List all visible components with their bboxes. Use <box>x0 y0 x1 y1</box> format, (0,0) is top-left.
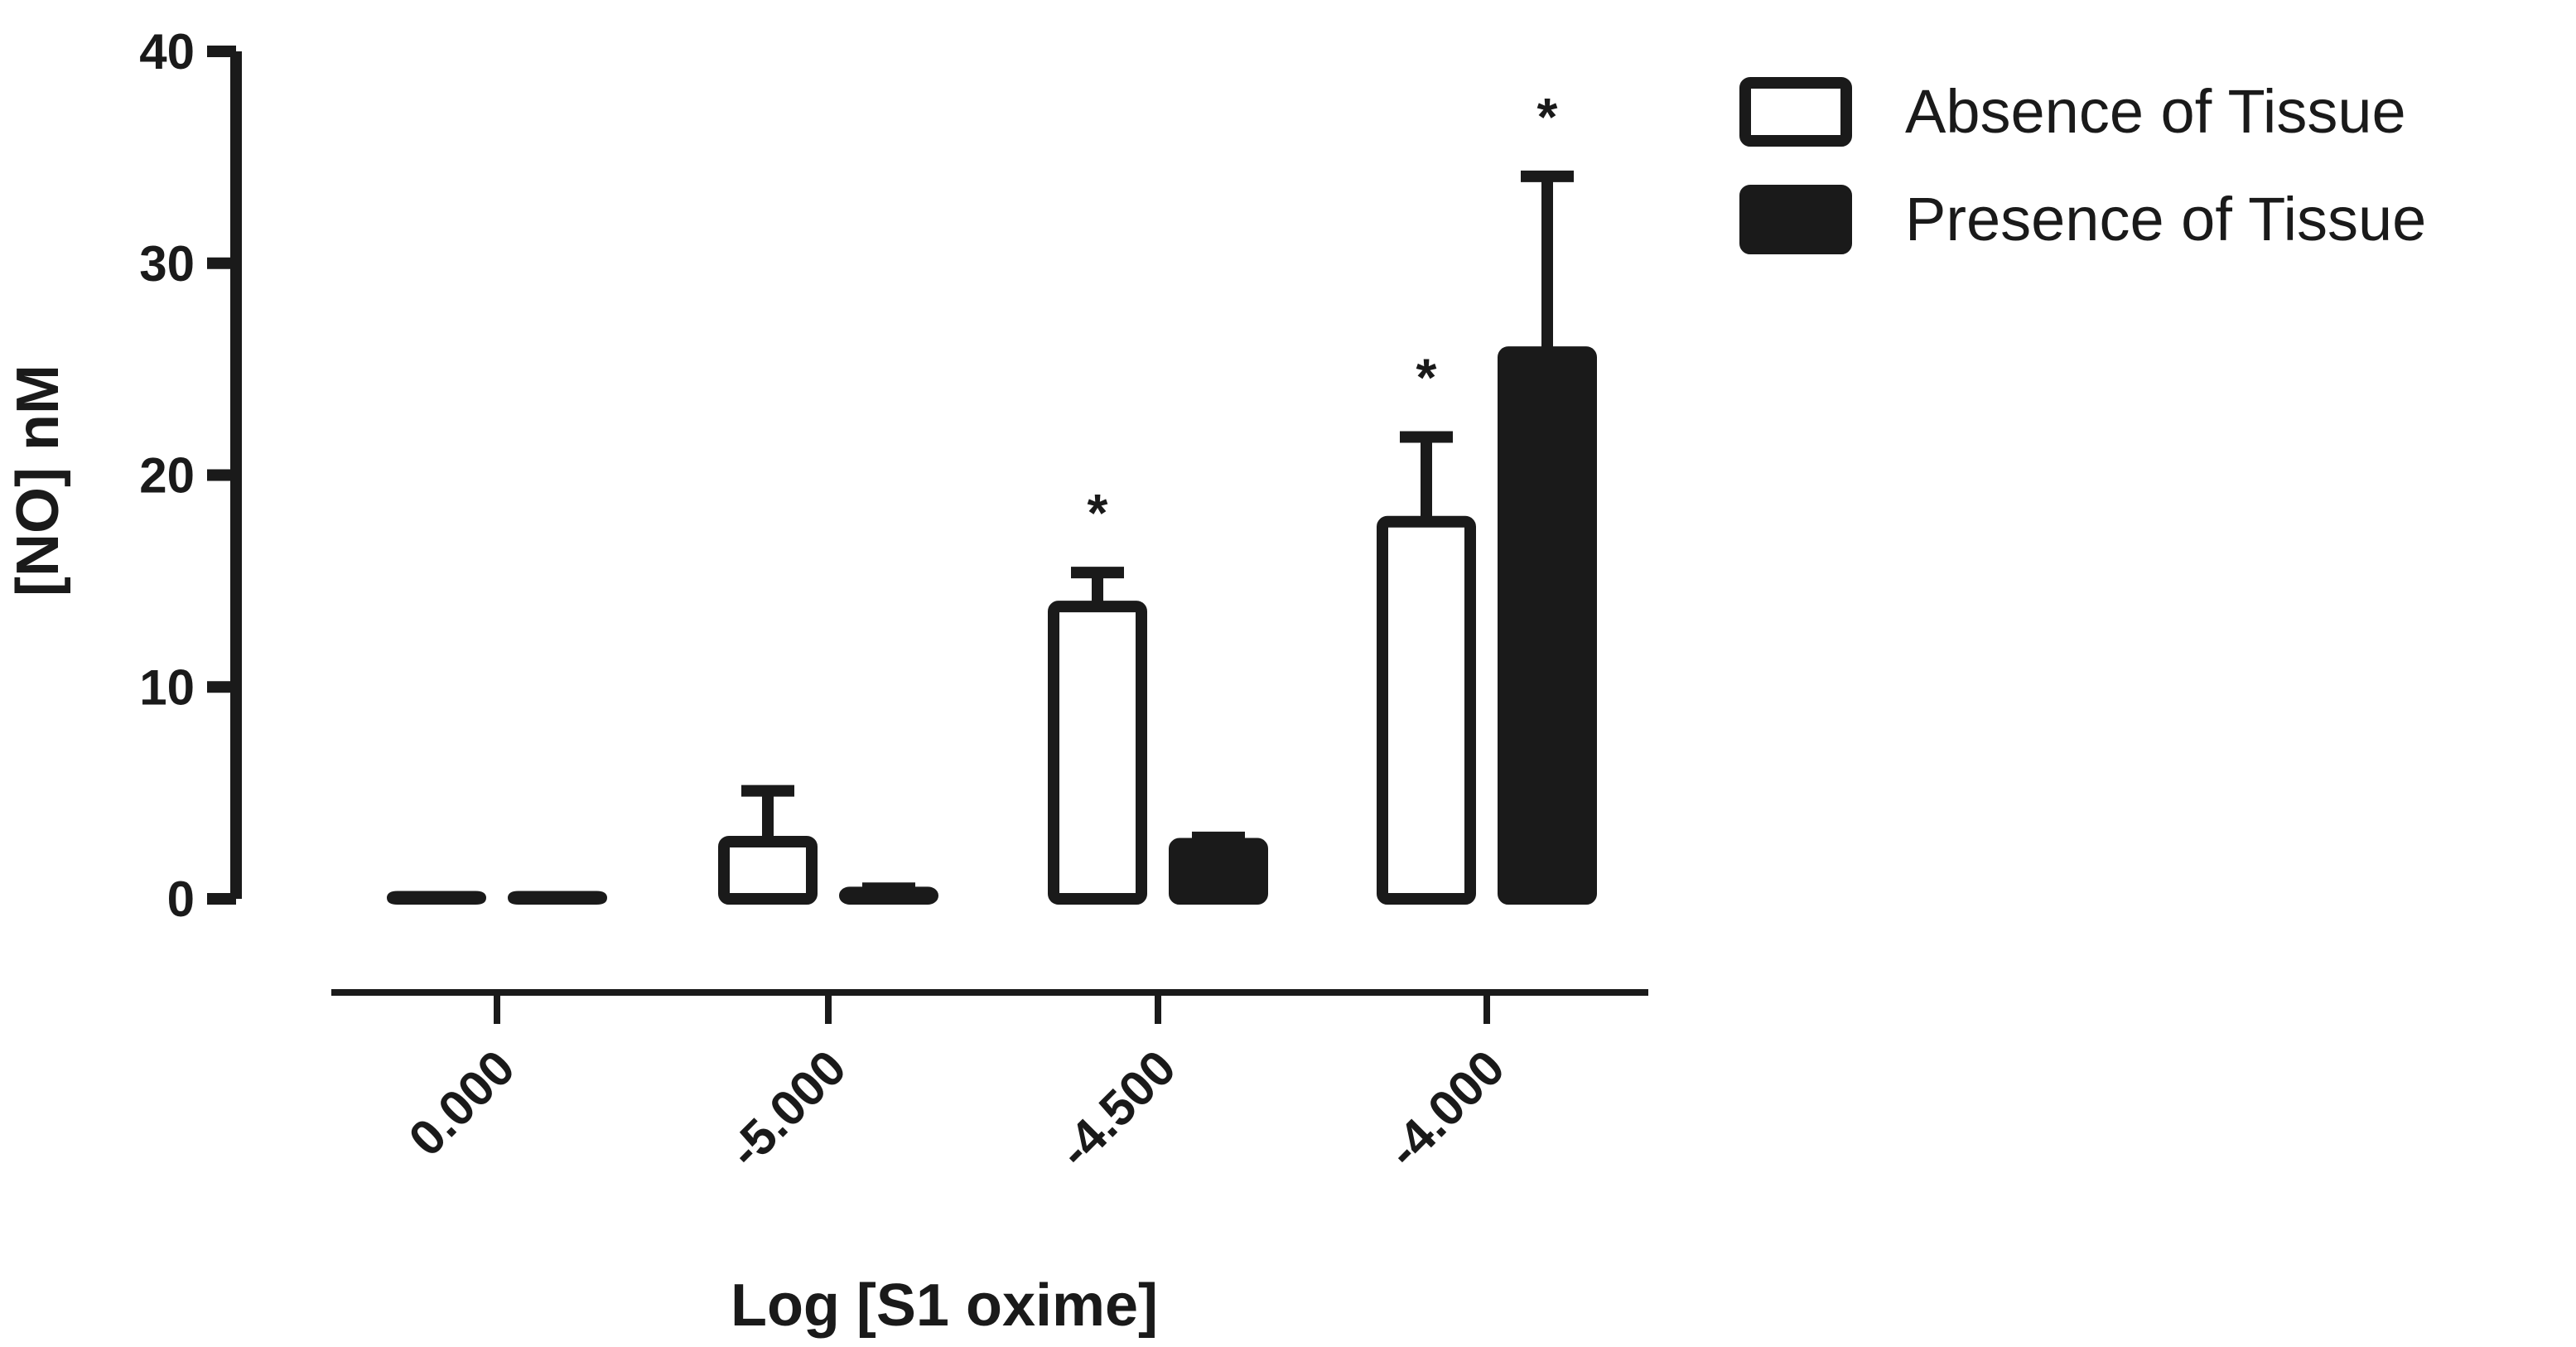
bar <box>387 891 486 905</box>
y-tick-label: 10 <box>139 659 195 715</box>
significance-marker: * <box>1537 87 1558 147</box>
x-tick-label: -4.500 <box>1048 1040 1187 1179</box>
x-axis: 0.000 -5.000 -4.500 -4.000 <box>331 989 1648 1179</box>
legend: Absence of Tissue Presence of Tissue <box>1739 77 2426 254</box>
bar <box>1377 515 1476 905</box>
y-tick-label: 40 <box>139 24 195 80</box>
y-tick-label: 20 <box>139 448 195 504</box>
legend-swatch-absence <box>1739 77 1852 147</box>
legend-label-presence: Presence of Tissue <box>1905 185 2426 253</box>
x-axis-title: Log [S1 oxime] <box>731 1272 1158 1339</box>
bar <box>718 835 818 905</box>
bar <box>1169 838 1268 905</box>
bar <box>508 891 607 905</box>
x-tick-label: 0.000 <box>398 1040 526 1167</box>
significance-marker: * <box>1416 347 1437 407</box>
significance-markers: * * * <box>1088 87 1558 543</box>
bar <box>1498 346 1597 905</box>
y-axis: 0 10 20 30 40 <box>139 24 242 927</box>
legend-swatch-presence <box>1739 185 1852 254</box>
x-tick-label: -5.000 <box>718 1040 857 1179</box>
y-tick-label: 0 <box>167 871 195 927</box>
legend-label-absence: Absence of Tissue <box>1905 77 2406 146</box>
significance-marker: * <box>1088 483 1108 543</box>
bar <box>1048 601 1147 905</box>
bars <box>387 170 1597 905</box>
y-tick-label: 30 <box>139 236 195 292</box>
y-axis-title: [NO] nM <box>5 365 71 596</box>
x-tick-label: -4.000 <box>1377 1040 1516 1179</box>
